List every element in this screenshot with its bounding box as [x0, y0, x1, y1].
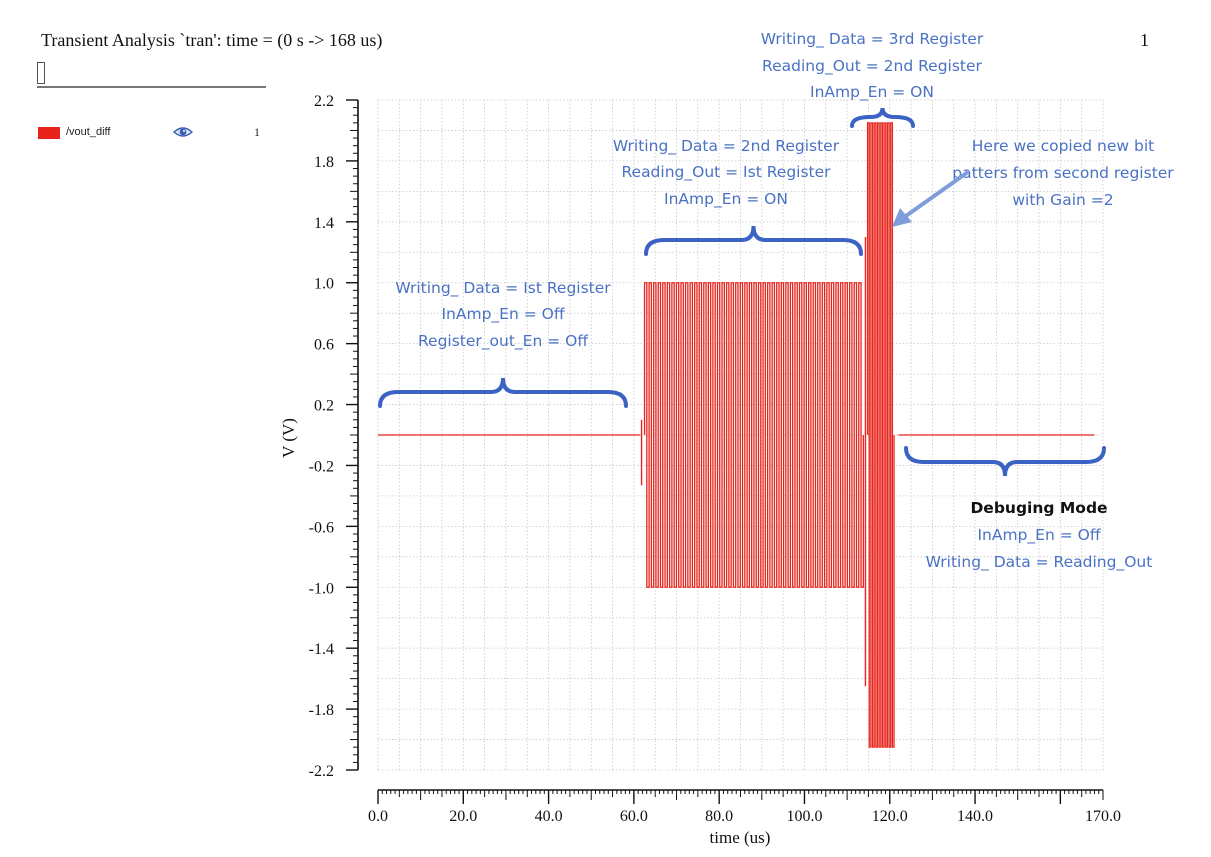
y-tick-label: 2.2 [314, 93, 334, 110]
annotation-line: Writing_ Data = Reading_Out [926, 553, 1153, 572]
legend-swatch [38, 127, 60, 139]
brace-first-register [378, 377, 628, 408]
annotation-braces [378, 107, 1106, 477]
y-axis-label: V (V) [279, 418, 298, 458]
legend-count: 1 [254, 125, 260, 139]
x-tick-label: 120.0 [872, 808, 908, 825]
x-tick-label: 20.0 [449, 808, 477, 825]
annotation-line: Here we copied new bit [972, 137, 1154, 155]
scroll-track[interactable] [37, 86, 266, 88]
annotation-gain-note: Here we copied new bit patters from seco… [892, 137, 1174, 227]
x-tick-label: 170.0 [1085, 808, 1121, 825]
waveform-pulse-train [643, 282, 864, 588]
x-tick-label: 100.0 [786, 808, 822, 825]
y-tick-label: -1.0 [309, 580, 334, 597]
annotation-line: InAmp_En = Off [977, 526, 1100, 545]
axes: 2.2 1.8 1.4 1.0 0.6 0.2 -0.2 -0.6 -1.0 -1.4 -1.8 -2… [309, 93, 1121, 825]
y-tick-label: 1.0 [314, 276, 334, 293]
y-tick-label: -0.2 [309, 458, 334, 475]
annotation-line: Writing_ Data = 2nd Register [613, 137, 840, 156]
x-tick-label: 40.0 [535, 808, 563, 825]
x-tick-label: 60.0 [620, 808, 648, 825]
y-tick-label: 1.4 [314, 215, 334, 232]
annotation-line: with Gain =2 [1012, 191, 1113, 209]
annotation-line: Writing_ Data = Ist Register [395, 279, 611, 298]
annotation-line: InAmp_En = ON [810, 83, 934, 102]
x-tick-label: 80.0 [705, 808, 733, 825]
annotation-third-register: Writing_ Data = 3rd Register Reading_Out… [761, 30, 984, 102]
legend-entry[interactable]: /vout_diff 1 [38, 124, 268, 148]
x-axis-label: time (us) [710, 828, 771, 847]
y-tick-label: -1.4 [309, 641, 334, 658]
x-tick-label: 0.0 [368, 808, 388, 825]
annotation-line: InAmp_En = ON [664, 190, 788, 209]
annotation-line: InAmp_En = Off [441, 305, 564, 324]
window-title: Transient Analysis `tran': time = (0 s -… [41, 30, 383, 50]
y-tick-label: -0.6 [309, 519, 334, 536]
x-tick-label: 140.0 [957, 808, 993, 825]
scroll-handle[interactable] [37, 62, 45, 84]
y-tick-label: 0.6 [314, 337, 334, 354]
y-tick-label: -2.2 [309, 763, 334, 780]
brace-debug-mode [904, 446, 1106, 477]
annotation-line: patters from second register [952, 164, 1174, 182]
annotation-arrow [892, 170, 970, 227]
eye-icon[interactable] [172, 124, 194, 140]
legend-signal-label: /vout_diff [66, 126, 111, 138]
brace-third-register [850, 107, 915, 128]
y-tick-label: -1.8 [309, 702, 334, 719]
y-tick-label: 0.2 [314, 398, 334, 415]
waveform-pulse-train [866, 122, 895, 748]
annotation-line: Register_out_En = Off [418, 332, 588, 351]
y-tick-label: 1.8 [314, 154, 334, 171]
brace-second-register [644, 225, 863, 256]
annotation-second-register: Writing_ Data = 2nd Register Reading_Out… [613, 137, 840, 209]
annotation-heading: Debuging Mode [970, 499, 1107, 517]
waveform [378, 122, 1095, 748]
annotation-line: Writing_ Data = 3rd Register [761, 30, 984, 49]
annotation-debug-mode: Debuging Mode InAmp_En = Off Writing_ Da… [926, 499, 1153, 572]
annotation-line: Reading_Out = 2nd Register [762, 57, 983, 76]
annotation-line: Reading_Out = Ist Register [621, 163, 831, 182]
page-number: 1 [1140, 30, 1149, 50]
annotation-first-register: Writing_ Data = Ist Register InAmp_En = … [395, 279, 611, 351]
